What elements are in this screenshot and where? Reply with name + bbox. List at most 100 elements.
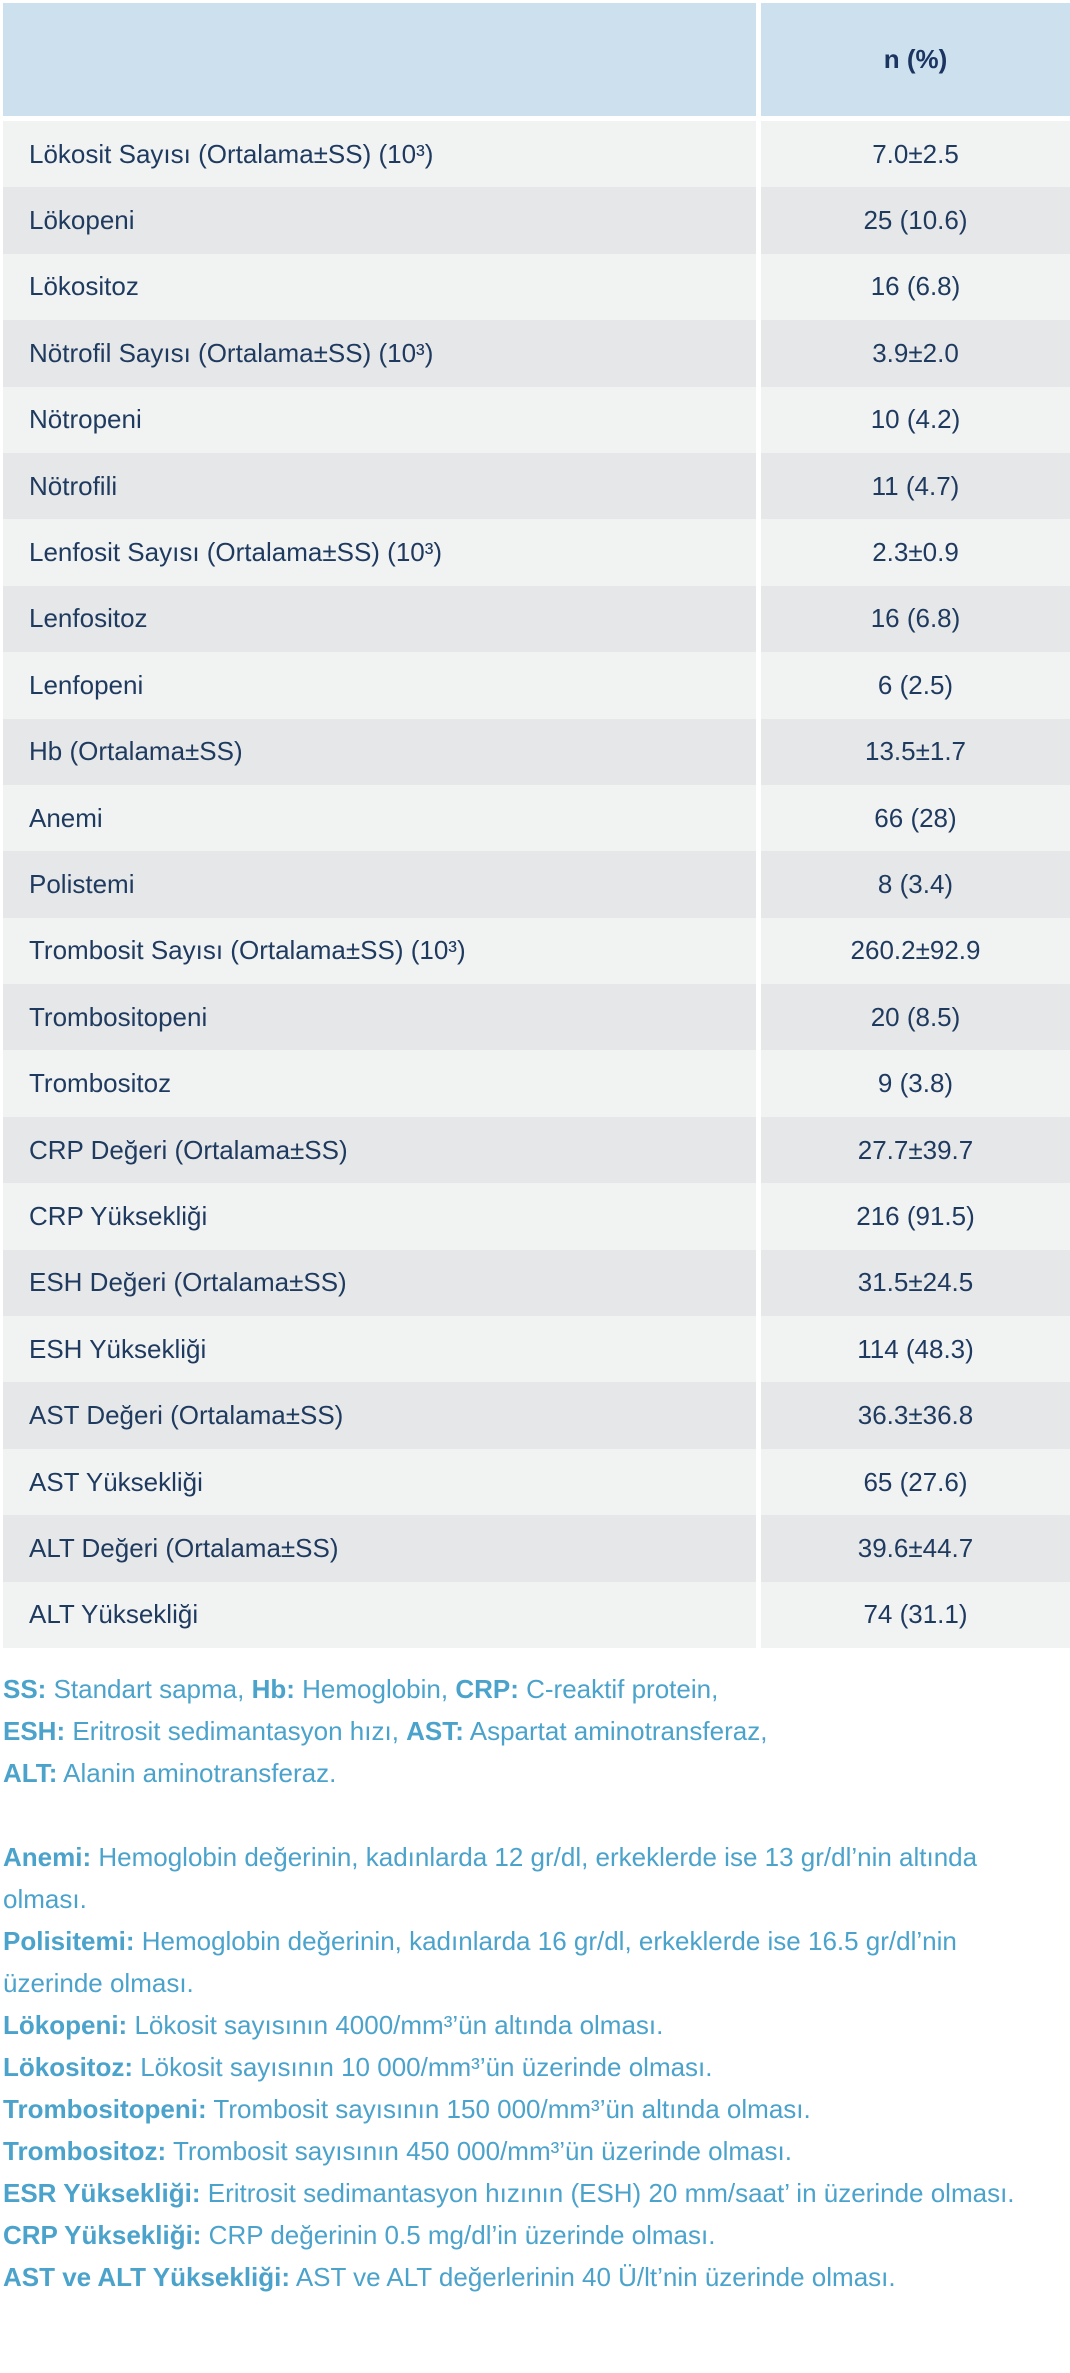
table-row: Nötrofil Sayısı (Ortalama±SS) (10³) 3.9±2… [3,320,1070,387]
definition-text: AST ve ALT değerlerinin 40 Ü/lt’nin üzer… [290,2262,896,2292]
header-n-percent: n (%) [761,3,1070,121]
row-label: ESH Değeri (Ortalama±SS) [3,1249,761,1317]
row-value: 114 (48.3) [761,1316,1070,1383]
row-value: 16 (6.8) [761,585,1070,653]
definition: ESR Yüksekliği: Eritrosit sedimantasyon … [3,2172,1043,2214]
table-row: Lenfositoz 16 (6.8) [3,585,1070,653]
definition: Lökopeni: Lökosit sayısının 4000/mm³’ün … [3,2004,1043,2046]
row-label: Nötrofili [3,452,761,520]
table-row: AST Yüksekliği 65 (27.6) [3,1448,1070,1516]
row-value: 9 (3.8) [761,1050,1070,1117]
row-label: Hb (Ortalama±SS) [3,718,761,785]
row-label: Lökopeni [3,187,761,254]
row-label: ALT Değeri (Ortalama±SS) [3,1515,761,1582]
row-value: 216 (91.5) [761,1183,1070,1250]
table-row: Polistemi 8 (3.4) [3,851,1070,918]
abbreviation: AST: Aspartat aminotransferaz, [406,1716,767,1746]
row-label: Lökosit Sayısı (Ortalama±SS) (10³) [3,121,761,188]
abbreviation-text: C-reaktif protein, [518,1674,719,1704]
row-value: 260.2±92.9 [761,917,1070,985]
definition-text: Trombosit sayısının 150 000/mm³’ün altın… [206,2094,811,2124]
table-footnotes: SS: Standart sapma, Hb: Hemoglobin, CRP:… [3,1668,1043,2298]
row-value: 31.5±24.5 [761,1249,1070,1317]
row-value: 66 (28) [761,784,1070,852]
table-row: Trombosit Sayısı (Ortalama±SS) (10³) 260.… [3,917,1070,985]
table-row: AST Değeri (Ortalama±SS) 36.3±36.8 [3,1382,1070,1449]
table-row: Lenfopeni 6 (2.5) [3,652,1070,719]
row-label: CRP Yüksekliği [3,1183,761,1250]
row-value: 6 (2.5) [761,652,1070,719]
definition-text: Eritrosit sedimantasyon hızının (ESH) 20… [200,2178,1015,2208]
row-label: Polistemi [3,851,761,918]
row-label: AST Değeri (Ortalama±SS) [3,1382,761,1449]
table-row: Nötropeni 10 (4.2) [3,386,1070,453]
row-label: Nötropeni [3,386,761,453]
row-value: 11 (4.7) [761,452,1070,520]
definition-text: Lökosit sayısının 10 000/mm³’ün üzerinde… [133,2052,713,2082]
row-value: 74 (31.1) [761,1581,1070,1648]
definition-term: Anemi: [3,1842,92,1872]
row-value: 65 (27.6) [761,1448,1070,1516]
row-value: 2.3±0.9 [761,519,1070,586]
abbreviation-term: Hb: [251,1674,295,1704]
header-parameter [3,3,761,121]
definition-term: CRP Yüksekliği: [3,2220,202,2250]
abbreviation-term: ALT: [3,1758,58,1788]
row-value: 10 (4.2) [761,386,1070,453]
table-row: Lökositoz 16 (6.8) [3,253,1070,321]
definition: Polisitemi: Hemoglobin değerinin, kadınl… [3,1920,1043,2004]
definition-text: Trombosit sayısının 450 000/mm³’ün üzeri… [166,2136,792,2166]
definition-term: AST ve ALT Yüksekliği: [3,2262,291,2292]
row-label: Lenfosit Sayısı (Ortalama±SS) (10³) [3,519,761,586]
table-row: Nötrofili 11 (4.7) [3,452,1070,520]
abbreviation-text: Eritrosit sedimantasyon hızı, [65,1716,407,1746]
table-row: Lökosit Sayısı (Ortalama±SS) (10³) 7.0±2.… [3,121,1070,188]
abbreviations: SS: Standart sapma, Hb: Hemoglobin, CRP:… [3,1668,1043,1794]
table-row: Hb (Ortalama±SS) 13.5±1.7 [3,718,1070,785]
table-row: Trombositoz 9 (3.8) [3,1050,1070,1117]
table-row: Trombositopeni 20 (8.5) [3,984,1070,1051]
abbreviation: CRP: C-reaktif protein, [455,1674,718,1704]
row-value: 13.5±1.7 [761,718,1070,785]
definition-text: Hemoglobin değerinin, kadınlarda 16 gr/d… [3,1926,957,1998]
row-value: 7.0±2.5 [761,121,1070,188]
abbreviation: ALT: Alanin aminotransferaz. [3,1758,336,1788]
definition-text: CRP değerinin 0.5 mg/dl’in üzerinde olma… [201,2220,716,2250]
table-row: CRP Değeri (Ortalama±SS) 27.7±39.7 [3,1116,1070,1184]
abbreviation-term: CRP: [455,1674,519,1704]
table-row: Anemi 66 (28) [3,784,1070,852]
table-row: CRP Yüksekliği 216 (91.5) [3,1183,1070,1250]
row-label: Anemi [3,784,761,852]
table-row: ALT Yüksekliği 74 (31.1) [3,1581,1070,1648]
row-label: Lenfositoz [3,585,761,653]
abbreviation-text: Aspartat aminotransferaz, [463,1716,768,1746]
row-label: ESH Yüksekliği [3,1316,761,1383]
row-value: 3.9±2.0 [761,320,1070,387]
definition: Trombositoz: Trombosit sayısının 450 000… [3,2130,1043,2172]
table-row: Lökopeni 25 (10.6) [3,187,1070,254]
row-value: 36.3±36.8 [761,1382,1070,1449]
row-value: 16 (6.8) [761,253,1070,321]
row-label: CRP Değeri (Ortalama±SS) [3,1116,761,1184]
abbreviation-text: Standart sapma, [46,1674,252,1704]
definition: CRP Yüksekliği: CRP değerinin 0.5 mg/dl’… [3,2214,1043,2256]
definition: Anemi: Hemoglobin değerinin, kadınlarda … [3,1836,1043,1920]
row-value: 27.7±39.7 [761,1116,1070,1184]
definition: Lökositoz: Lökosit sayısının 10 000/mm³’… [3,2046,1043,2088]
table-row: ALT Değeri (Ortalama±SS) 39.6±44.7 [3,1515,1070,1582]
table-row: ESH Yüksekliği 114 (48.3) [3,1316,1070,1383]
definition: Trombositopeni: Trombosit sayısının 150 … [3,2088,1043,2130]
abbreviation-text: Alanin aminotransferaz. [57,1758,337,1788]
abbreviation-term: ESH: [3,1716,66,1746]
row-label: Trombositopeni [3,984,761,1051]
abbreviation: SS: Standart sapma, [3,1674,252,1704]
abbreviation: ESH: Eritrosit sedimantasyon hızı, [3,1716,406,1746]
table-header-row: n (%) [3,3,1070,121]
definitions: Anemi: Hemoglobin değerinin, kadınlarda … [3,1836,1043,2298]
table-row: ESH Değeri (Ortalama±SS) 31.5±24.5 [3,1249,1070,1317]
table-row: Lenfosit Sayısı (Ortalama±SS) (10³) 2.3±0… [3,519,1070,586]
definition-term: Trombositoz: [3,2136,167,2166]
abbreviation-text: Hemoglobin, [294,1674,456,1704]
row-label: AST Yüksekliği [3,1448,761,1516]
definition-term: Trombositopeni: [3,2094,207,2124]
